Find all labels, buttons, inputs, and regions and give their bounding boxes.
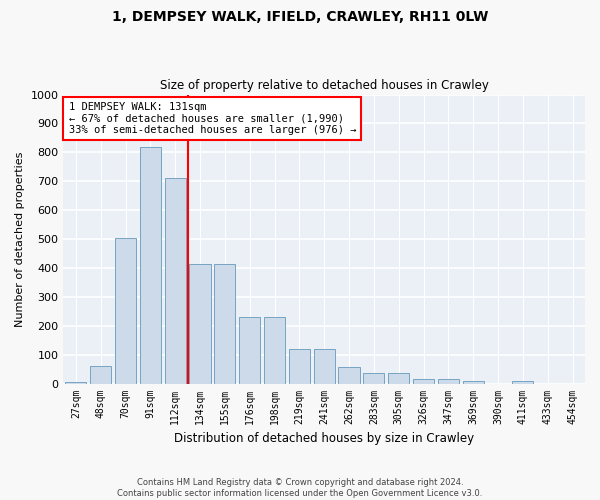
Bar — [314, 349, 335, 384]
Bar — [264, 317, 285, 384]
Bar — [289, 349, 310, 384]
Y-axis label: Number of detached properties: Number of detached properties — [15, 152, 25, 326]
Text: 1 DEMPSEY WALK: 131sqm
← 67% of detached houses are smaller (1,990)
33% of semi-: 1 DEMPSEY WALK: 131sqm ← 67% of detached… — [68, 102, 356, 135]
Bar — [239, 317, 260, 384]
Bar — [190, 264, 211, 384]
Bar — [90, 366, 111, 384]
Bar — [413, 379, 434, 384]
Bar — [115, 238, 136, 384]
Bar — [164, 178, 186, 384]
Title: Size of property relative to detached houses in Crawley: Size of property relative to detached ho… — [160, 79, 488, 92]
Bar — [364, 374, 385, 384]
Text: Contains HM Land Registry data © Crown copyright and database right 2024.
Contai: Contains HM Land Registry data © Crown c… — [118, 478, 482, 498]
Bar — [140, 146, 161, 384]
Bar — [512, 381, 533, 384]
Bar — [463, 381, 484, 384]
Bar — [438, 379, 459, 384]
Text: 1, DEMPSEY WALK, IFIELD, CRAWLEY, RH11 0LW: 1, DEMPSEY WALK, IFIELD, CRAWLEY, RH11 0… — [112, 10, 488, 24]
Bar — [338, 367, 359, 384]
Bar — [65, 382, 86, 384]
X-axis label: Distribution of detached houses by size in Crawley: Distribution of detached houses by size … — [174, 432, 474, 445]
Bar — [214, 264, 235, 384]
Bar — [388, 374, 409, 384]
